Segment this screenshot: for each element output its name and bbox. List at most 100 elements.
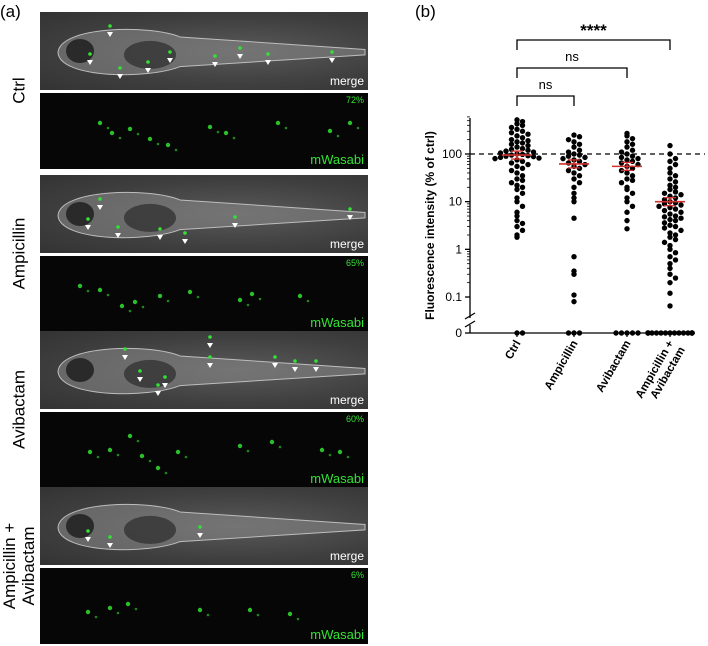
data-point bbox=[624, 176, 630, 182]
arrowhead-icon bbox=[237, 54, 243, 59]
data-point bbox=[492, 155, 498, 162]
data-point bbox=[519, 140, 526, 146]
data-point bbox=[514, 198, 520, 205]
data-point bbox=[508, 167, 515, 174]
data-point bbox=[661, 239, 668, 246]
merge-image: merge bbox=[40, 331, 368, 409]
data-point bbox=[672, 161, 679, 168]
data-point bbox=[571, 144, 577, 150]
data-point bbox=[629, 147, 636, 153]
data-point bbox=[629, 177, 636, 184]
data-point bbox=[629, 141, 636, 147]
data-point bbox=[497, 154, 504, 161]
data-point bbox=[571, 132, 577, 138]
data-point bbox=[678, 209, 684, 215]
data-point bbox=[519, 128, 526, 134]
data-point bbox=[514, 139, 520, 145]
data-point bbox=[519, 145, 526, 152]
data-point bbox=[645, 330, 651, 336]
data-point bbox=[629, 330, 636, 336]
data-point bbox=[525, 131, 531, 137]
data-point bbox=[661, 190, 668, 196]
y-tick-label: 1 bbox=[455, 242, 462, 256]
row-label: Ampicillin + Avibactam bbox=[0, 486, 38, 646]
arrowhead-icon bbox=[87, 60, 93, 65]
data-point bbox=[624, 144, 630, 150]
gfp-tag: mWasabi bbox=[310, 152, 364, 167]
row-label: Ampicillin bbox=[10, 174, 29, 334]
data-point bbox=[667, 211, 673, 217]
data-point bbox=[667, 204, 673, 211]
arrowhead-icon bbox=[207, 363, 213, 368]
arrowhead-icon bbox=[107, 32, 113, 37]
data-point bbox=[661, 214, 668, 220]
y-tick-label: 0.1 bbox=[445, 290, 462, 304]
data-point bbox=[624, 133, 630, 139]
data-point bbox=[678, 192, 684, 198]
data-point bbox=[672, 200, 679, 206]
data-point bbox=[571, 330, 577, 336]
data-point bbox=[571, 198, 577, 205]
data-point bbox=[571, 176, 577, 182]
data-point bbox=[514, 209, 520, 215]
data-point bbox=[571, 254, 577, 260]
data-point bbox=[629, 173, 636, 179]
data-point bbox=[667, 142, 673, 149]
data-point bbox=[571, 271, 577, 277]
data-point bbox=[508, 129, 515, 136]
data-point bbox=[667, 176, 673, 182]
data-point bbox=[576, 173, 583, 179]
data-point bbox=[661, 207, 668, 214]
data-point bbox=[514, 232, 520, 238]
data-point bbox=[525, 153, 531, 159]
data-point bbox=[514, 163, 520, 170]
data-point bbox=[565, 167, 572, 174]
data-point bbox=[667, 193, 673, 199]
data-point bbox=[667, 330, 673, 336]
data-point bbox=[667, 230, 673, 236]
data-point bbox=[508, 179, 515, 186]
data-point bbox=[508, 152, 515, 158]
data-point bbox=[576, 158, 583, 165]
data-point bbox=[629, 190, 636, 196]
arrowhead-icon bbox=[122, 355, 128, 360]
arrowhead-icon bbox=[97, 205, 103, 210]
arrowhead-icon bbox=[347, 215, 353, 220]
significance-bracket bbox=[516, 67, 628, 78]
data-point bbox=[635, 161, 641, 168]
data-point bbox=[624, 139, 630, 145]
percent-label: 6% bbox=[350, 570, 364, 580]
arrowhead-icon bbox=[85, 537, 91, 542]
arrowhead-icon bbox=[329, 58, 335, 63]
data-point bbox=[624, 170, 630, 176]
data-point bbox=[672, 257, 679, 263]
data-point bbox=[624, 130, 630, 137]
data-point bbox=[565, 149, 572, 155]
data-point bbox=[672, 232, 679, 238]
data-point bbox=[514, 170, 520, 176]
data-point bbox=[629, 153, 636, 159]
data-point bbox=[576, 330, 583, 336]
data-point bbox=[519, 165, 526, 172]
data-point bbox=[629, 158, 636, 165]
data-point bbox=[503, 153, 509, 159]
data-point bbox=[571, 151, 577, 157]
data-point bbox=[667, 165, 673, 172]
data-point bbox=[678, 227, 684, 234]
data-point bbox=[667, 158, 673, 165]
arrowhead-icon bbox=[207, 343, 213, 348]
data-point bbox=[519, 122, 526, 129]
data-point bbox=[672, 184, 679, 191]
data-point bbox=[672, 179, 679, 185]
data-point bbox=[678, 202, 684, 208]
data-point bbox=[624, 163, 630, 170]
data-point bbox=[613, 330, 619, 336]
data-point bbox=[519, 173, 526, 179]
data-point bbox=[618, 149, 625, 155]
data-point bbox=[576, 152, 583, 158]
data-point bbox=[514, 117, 520, 123]
data-point bbox=[685, 330, 691, 336]
data-point bbox=[514, 186, 520, 193]
row-label-line: Ctrl bbox=[9, 77, 29, 104]
data-point bbox=[672, 275, 679, 281]
